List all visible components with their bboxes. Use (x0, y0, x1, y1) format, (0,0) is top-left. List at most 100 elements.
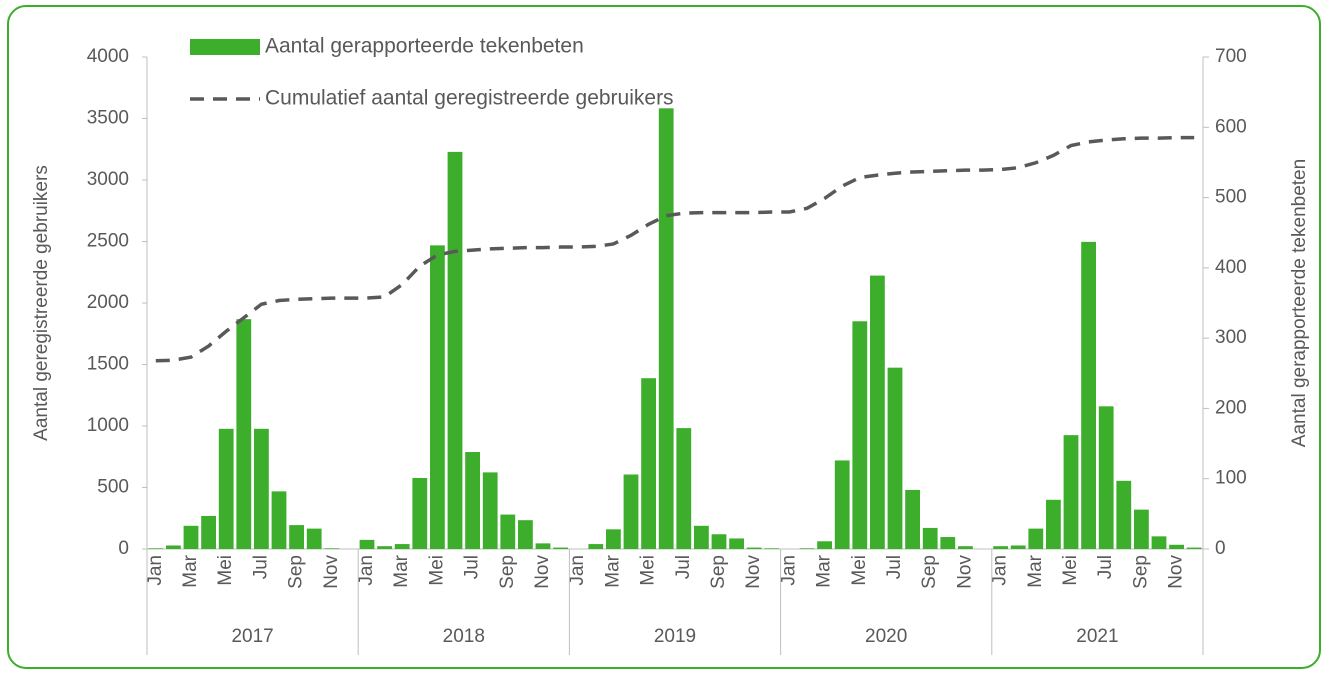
bar (500, 514, 516, 549)
bar (1186, 547, 1202, 549)
bar (834, 460, 850, 549)
bar (359, 539, 375, 549)
bar (799, 548, 815, 549)
y-axis-label: Aantal geregistreerde gebruikers (31, 165, 52, 441)
bar (1116, 480, 1132, 549)
year-label: 2018 (443, 626, 485, 647)
y2-axis-label: Aantal gerapporteerde tekenbeten (1289, 159, 1310, 447)
y2-tick-label: 600 (1215, 116, 1247, 137)
x-tick-label: Sep (1130, 555, 1151, 589)
bar (1151, 536, 1167, 549)
x-tick-label: Jul (462, 555, 483, 579)
bar (905, 489, 920, 549)
y2-tick-label: 500 (1215, 187, 1247, 208)
y-tick-label: 1500 (87, 354, 129, 375)
bar (482, 472, 498, 549)
bar (606, 529, 621, 549)
x-tick-label: Mei (1060, 555, 1081, 586)
y-tick-label: 2500 (87, 231, 129, 252)
x-tick-label: Nov (954, 555, 975, 589)
x-tick-label: Jul (1095, 555, 1116, 579)
bar (289, 525, 304, 549)
bar (958, 546, 973, 549)
bar (254, 428, 269, 549)
bar (922, 527, 938, 549)
x-tick-label: Jan (990, 555, 1011, 586)
y2-tick-label: 0 (1215, 538, 1226, 559)
bar (870, 275, 885, 549)
x-tick-label: Nov (1166, 555, 1187, 589)
bar (518, 520, 533, 549)
bar (658, 108, 674, 550)
bar (324, 548, 340, 549)
bar (676, 428, 692, 549)
bar (201, 515, 216, 549)
y-tick-label: 500 (97, 477, 129, 498)
bar (306, 528, 322, 549)
y2-tick-label: 200 (1215, 397, 1247, 418)
y2-tick-label: 400 (1215, 257, 1247, 278)
bar (641, 378, 656, 549)
legend-label: Aantal gerapporteerde tekenbeten (265, 35, 584, 58)
x-tick-label: Jan (145, 555, 166, 586)
x-tick-label: Mar (180, 554, 201, 587)
bar (588, 544, 604, 549)
x-tick-label: Sep (919, 555, 940, 589)
bar (623, 474, 639, 549)
bar (553, 547, 568, 549)
bar (271, 491, 287, 549)
line (155, 135, 1195, 363)
bar (236, 319, 252, 549)
x-tick-label: Nov (321, 555, 342, 589)
year-label: 2021 (1076, 626, 1118, 647)
bar (148, 548, 164, 549)
bar (993, 546, 1008, 549)
bar (447, 151, 463, 549)
x-tick-label: Nov (743, 555, 764, 589)
legend-label: Cumulatief aantal geregistreerde gebruik… (265, 87, 674, 110)
bar (535, 543, 551, 549)
y-tick-label: 1000 (87, 415, 129, 436)
x-tick-label: Sep (497, 555, 518, 589)
bar (394, 544, 410, 549)
bar (412, 478, 428, 549)
bar (940, 537, 956, 549)
x-tick-label: Mar (391, 554, 412, 587)
year-label: 2017 (231, 626, 273, 647)
year-label: 2020 (865, 626, 907, 647)
legend-swatch (190, 39, 260, 55)
bar (1169, 544, 1184, 549)
bar (1010, 545, 1026, 549)
x-tick-label: Jan (356, 555, 377, 586)
y-tick-label: 4000 (87, 46, 129, 67)
bar (218, 428, 234, 549)
bar (377, 546, 392, 549)
bar (465, 452, 480, 549)
bar (183, 525, 199, 549)
x-tick-label: Mei (215, 555, 236, 586)
bar (711, 534, 727, 549)
bar (887, 367, 903, 549)
bar (817, 541, 832, 549)
x-tick-label: Mei (638, 555, 659, 586)
x-tick-label: Sep (286, 555, 307, 589)
x-tick-label: Mar (1025, 554, 1046, 587)
bar (694, 525, 709, 549)
y-tick-label: 3500 (87, 108, 129, 129)
x-tick-label: Mar (814, 554, 835, 587)
x-tick-label: Jan (567, 555, 588, 586)
bar (430, 245, 445, 549)
bar (166, 545, 181, 549)
bar (1028, 528, 1044, 549)
bar (764, 548, 780, 549)
y-tick-label: 0 (118, 538, 129, 559)
x-tick-label: Jul (884, 555, 905, 579)
y2-tick-label: 100 (1215, 468, 1247, 489)
bar (1046, 499, 1061, 549)
x-tick-label: Mei (426, 555, 447, 586)
bar (1063, 435, 1079, 549)
y2-tick-label: 300 (1215, 327, 1247, 348)
y2-tick-label: 700 (1215, 46, 1247, 67)
x-tick-label: Mar (602, 554, 623, 587)
